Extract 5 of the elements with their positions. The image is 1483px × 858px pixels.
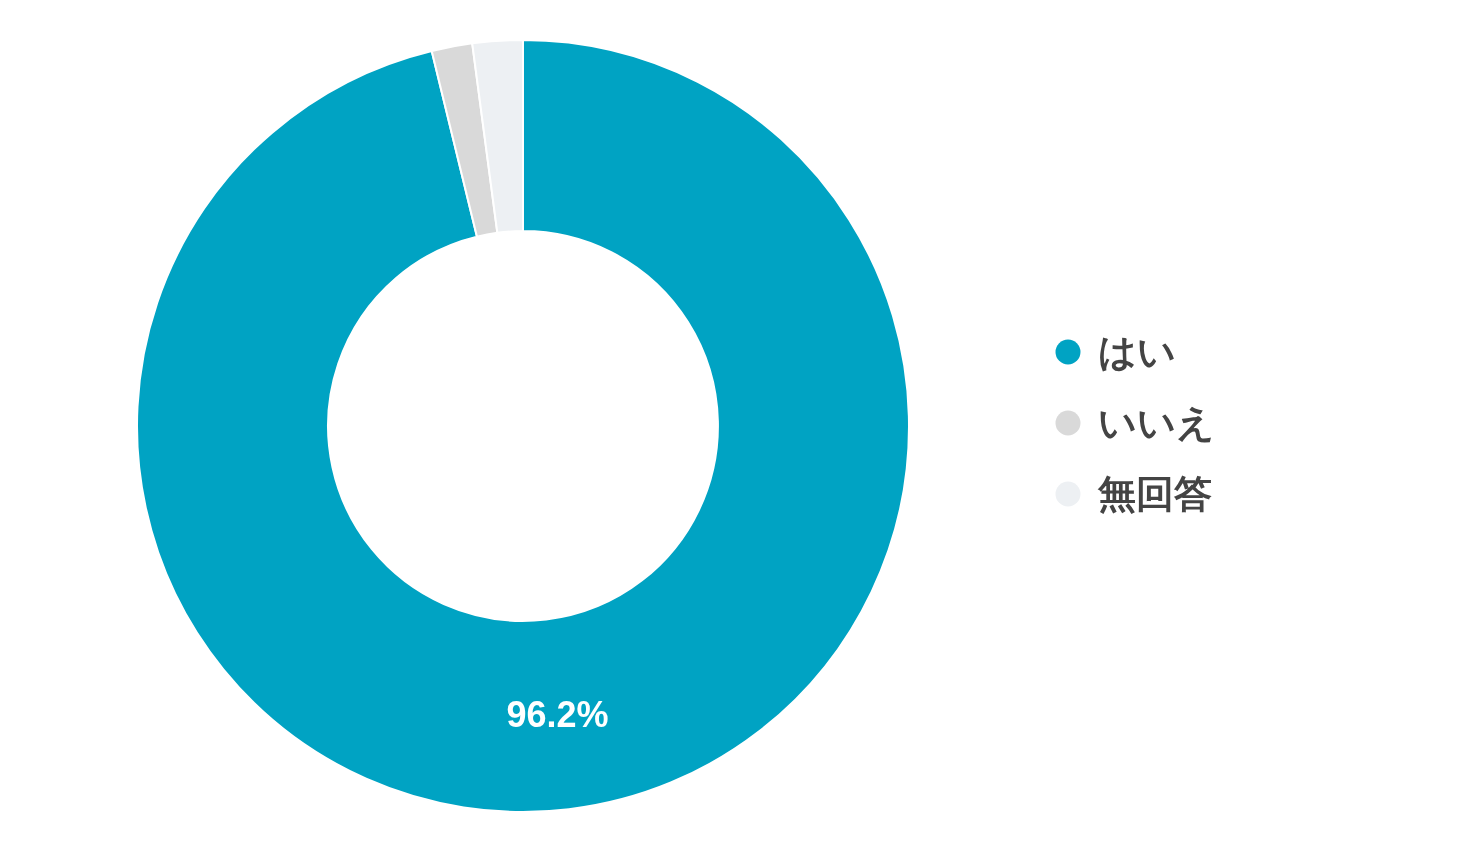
donut-slice [136, 39, 910, 813]
data-label: 96.2% [506, 693, 609, 735]
legend-label: いいえ [1098, 401, 1215, 445]
legend-label: 無回答 [1097, 472, 1212, 516]
legend-label: はい [1098, 330, 1176, 374]
